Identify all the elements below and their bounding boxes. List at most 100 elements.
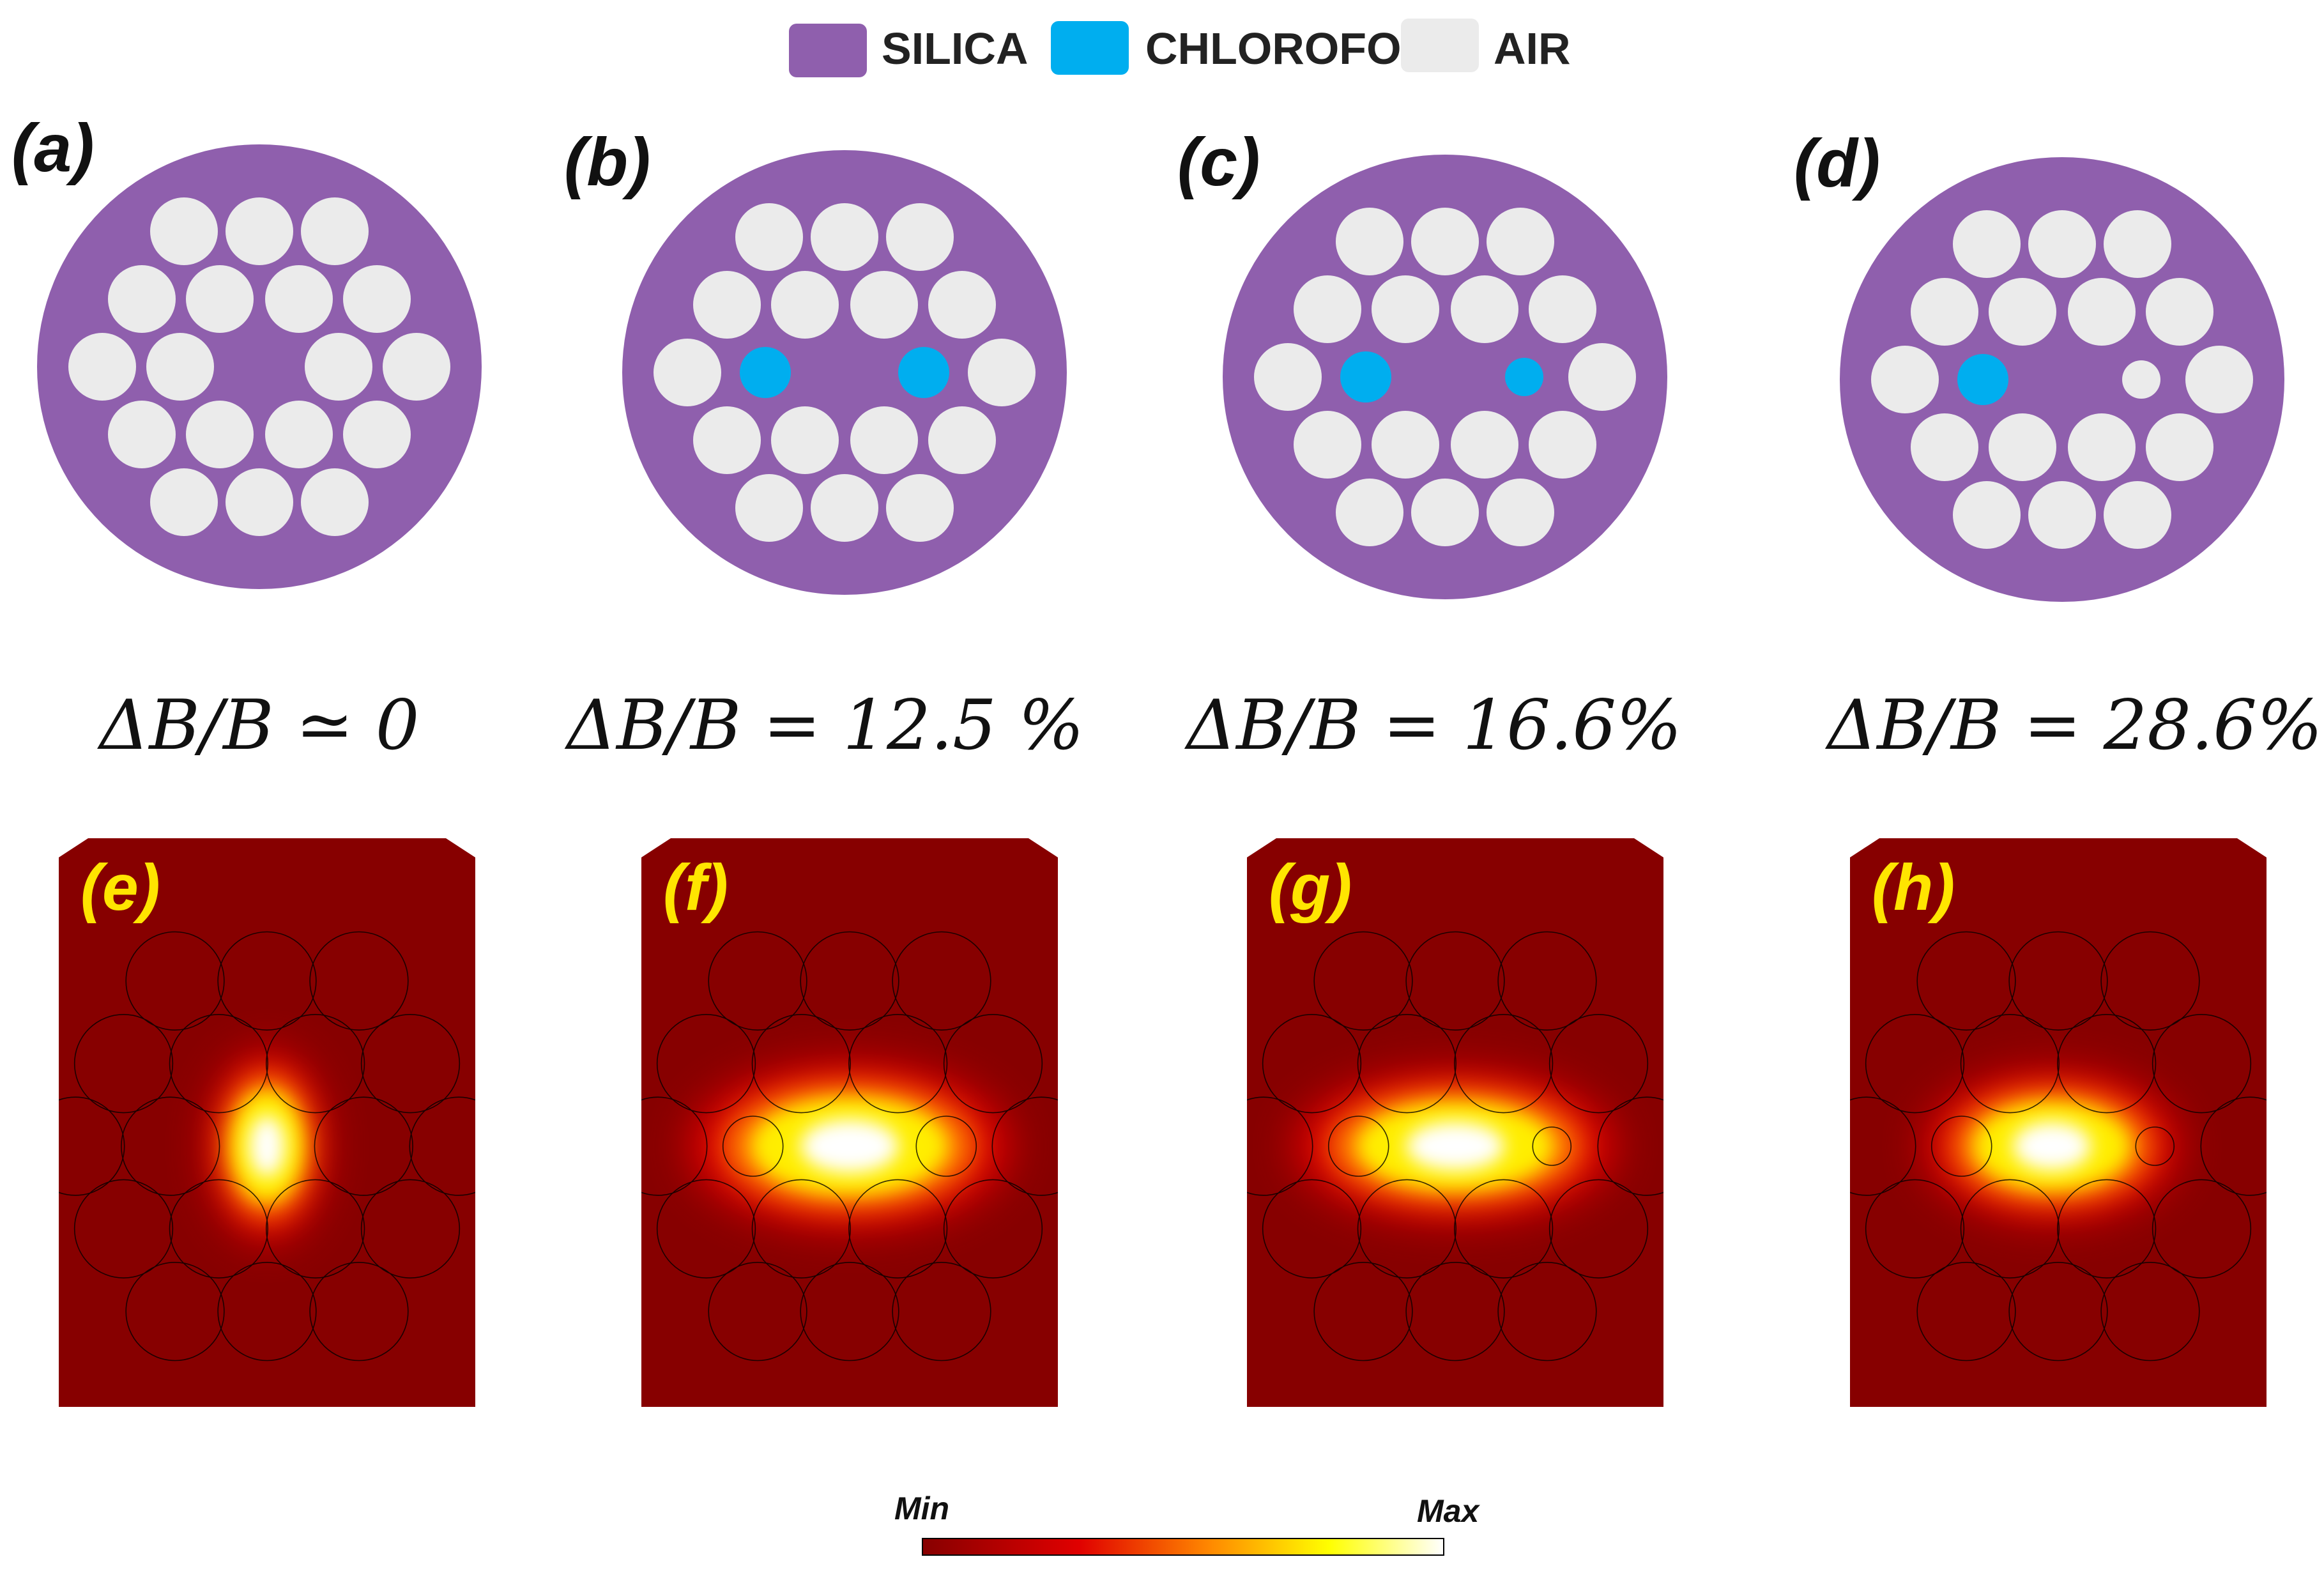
- mode-field-intensity: [1923, 1070, 2181, 1222]
- hole-outline: [656, 1014, 756, 1114]
- colorbar: Min Max: [894, 1491, 1480, 1556]
- silica-cladding: [37, 144, 482, 589]
- air-hole: [1336, 479, 1403, 546]
- hole-outline: [1327, 1116, 1389, 1177]
- air-hole: [1871, 346, 1939, 413]
- hole-outline: [309, 931, 409, 1031]
- air-hole: [2104, 210, 2171, 278]
- air-hole: [735, 474, 803, 542]
- hole-outline: [2056, 1014, 2157, 1114]
- air-hole: [1487, 208, 1554, 275]
- air-hole: [1529, 411, 1596, 479]
- air-hole: [383, 333, 450, 401]
- air-hole: [1372, 275, 1439, 343]
- air-hole: [343, 401, 411, 468]
- mode-field-intensity: [208, 1050, 326, 1242]
- field-map-label: (f): [663, 851, 728, 924]
- air-hole: [735, 203, 803, 271]
- hole-outlines: [1850, 838, 2267, 1362]
- fiber-cross-section-d: [1840, 157, 2284, 602]
- hole-outline: [1497, 1261, 1597, 1362]
- hole-outline: [1405, 931, 1505, 1031]
- air-hole: [771, 271, 839, 339]
- field-map-label: (h): [1872, 851, 1955, 924]
- hole-outline: [1960, 1014, 2060, 1114]
- hole-outline: [991, 1096, 1058, 1196]
- hole-outlines: [641, 838, 1058, 1362]
- air-hole: [1451, 411, 1518, 479]
- hole-outline: [848, 1014, 948, 1114]
- air-hole: [108, 265, 176, 333]
- hole-outline: [121, 1096, 220, 1196]
- air-hole: [1911, 278, 1978, 346]
- air-hole: [1411, 208, 1479, 275]
- air-hole: [2028, 481, 2096, 549]
- hole-outline: [59, 1096, 125, 1196]
- legend-silica-swatch: [789, 24, 867, 77]
- air-hole: [1254, 343, 1322, 411]
- corner-cut: [59, 838, 88, 857]
- legend-air-swatch: [1401, 19, 1479, 72]
- fiber-cross-section-b: [622, 150, 1067, 595]
- air-hole: [150, 468, 218, 536]
- hole-outline: [1357, 1014, 1457, 1114]
- panel-label: (b): [564, 125, 650, 200]
- air-hole: [186, 401, 254, 468]
- air-hole: [1451, 275, 1518, 343]
- panel-label: (a): [11, 111, 95, 186]
- silica-cladding: [622, 150, 1067, 595]
- birefringence-formula: ΔB/B = 28.6%: [1824, 686, 2322, 765]
- air-hole: [1989, 278, 2056, 346]
- corner-cut: [446, 838, 475, 857]
- hole-outline: [73, 1179, 174, 1278]
- air-hole: [1953, 210, 2021, 278]
- air-hole: [968, 339, 1036, 406]
- panel-a: (a) ΔB/B ≃ 0: [11, 111, 482, 765]
- colorbar-min-label: Min: [894, 1491, 949, 1526]
- silica-cladding: [1840, 157, 2284, 602]
- air-hole: [301, 197, 369, 265]
- hole-outline: [1453, 1179, 1554, 1278]
- hole-outline: [1916, 1261, 2016, 1362]
- air-hole: [68, 333, 136, 401]
- field-map-g: (g): [1247, 838, 1663, 1407]
- air-hole: [693, 406, 761, 474]
- hole-outline: [1532, 1126, 1572, 1166]
- hole-outline: [2056, 1179, 2157, 1278]
- panel-c: (c) ΔB/B = 16.6%: [1177, 125, 1682, 765]
- hole-outline: [360, 1014, 461, 1114]
- air-hole: [2068, 278, 2136, 346]
- air-hole: [928, 406, 996, 474]
- hole-outline: [892, 931, 991, 1031]
- air-hole: [693, 271, 761, 339]
- hole-outline: [1357, 1179, 1457, 1278]
- air-hole: [1568, 343, 1636, 411]
- field-map-label: (e): [80, 851, 160, 924]
- air-hole: [2068, 413, 2136, 481]
- field-map-e: (e): [59, 838, 475, 1407]
- hole-outline: [708, 1261, 807, 1362]
- hole-outline: [2100, 931, 2200, 1031]
- panel-b: (b) ΔB/B = 12.5 %: [564, 125, 1084, 765]
- legend-air-label: AIR: [1494, 24, 1571, 73]
- air-hole: [1372, 411, 1439, 479]
- hole-outline: [409, 1096, 475, 1196]
- corner-cut: [1850, 838, 1879, 857]
- air-hole: [108, 401, 176, 468]
- air-hole: [265, 401, 333, 468]
- hole-outline: [314, 1096, 413, 1196]
- air-hole: [1911, 413, 1978, 481]
- hole-outline: [1313, 931, 1413, 1031]
- hole-outline: [2135, 1126, 2175, 1166]
- air-hole: [811, 203, 878, 271]
- air-hole: [2185, 346, 2253, 413]
- air-hole: [886, 203, 954, 271]
- hole-outline: [1865, 1179, 1965, 1278]
- air-hole: [2146, 278, 2213, 346]
- hole-outline: [751, 1014, 852, 1114]
- birefringence-formula: ΔB/B ≃ 0: [97, 686, 420, 765]
- legend: SILICA CHLOROFORM AIR: [789, 19, 1571, 77]
- air-hole: [1953, 481, 2021, 549]
- chloroform-hole: [1957, 354, 2008, 405]
- air-hole: [850, 271, 918, 339]
